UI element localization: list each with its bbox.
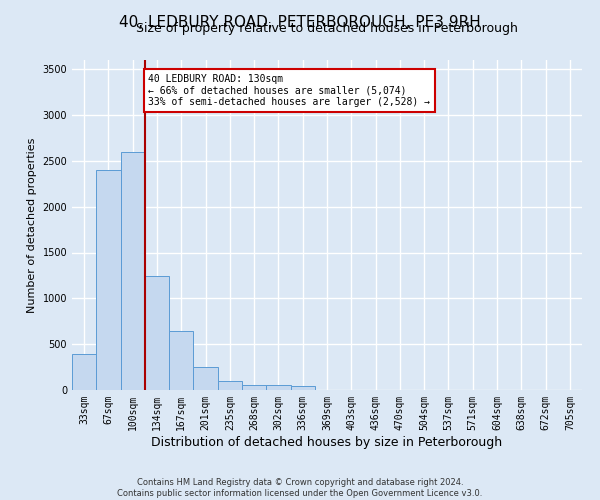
Text: 40 LEDBURY ROAD: 130sqm
← 66% of detached houses are smaller (5,074)
33% of semi: 40 LEDBURY ROAD: 130sqm ← 66% of detache… — [149, 74, 431, 107]
Y-axis label: Number of detached properties: Number of detached properties — [27, 138, 37, 312]
Bar — [72, 354, 96, 390]
Text: 40, LEDBURY ROAD, PETERBOROUGH, PE3 9RH: 40, LEDBURY ROAD, PETERBOROUGH, PE3 9RH — [119, 15, 481, 30]
Bar — [193, 366, 218, 390]
Bar — [266, 385, 290, 390]
Bar — [242, 384, 266, 390]
Bar — [96, 170, 121, 390]
Bar — [290, 386, 315, 390]
Bar — [145, 276, 169, 390]
X-axis label: Distribution of detached houses by size in Peterborough: Distribution of detached houses by size … — [151, 436, 503, 448]
Bar — [218, 381, 242, 390]
Text: Contains HM Land Registry data © Crown copyright and database right 2024.
Contai: Contains HM Land Registry data © Crown c… — [118, 478, 482, 498]
Title: Size of property relative to detached houses in Peterborough: Size of property relative to detached ho… — [136, 22, 518, 35]
Bar — [169, 332, 193, 390]
Bar — [121, 152, 145, 390]
